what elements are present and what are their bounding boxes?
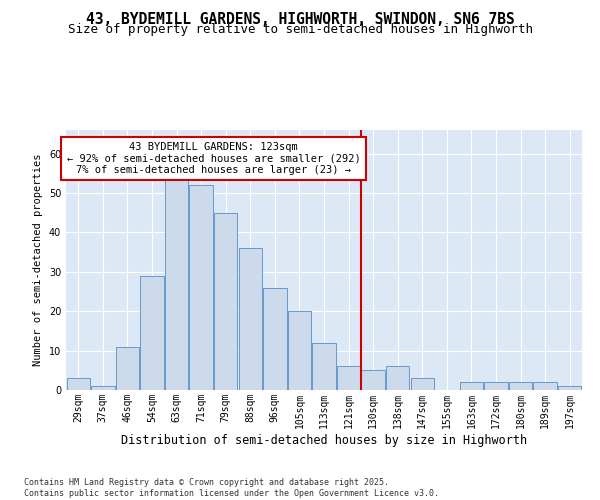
- Bar: [509, 382, 532, 390]
- Bar: [386, 366, 409, 390]
- Bar: [533, 382, 557, 390]
- Bar: [484, 382, 508, 390]
- X-axis label: Distribution of semi-detached houses by size in Highworth: Distribution of semi-detached houses by …: [121, 434, 527, 446]
- Text: 43 BYDEMILL GARDENS: 123sqm
← 92% of semi-detached houses are smaller (292)
7% o: 43 BYDEMILL GARDENS: 123sqm ← 92% of sem…: [67, 142, 361, 175]
- Bar: [558, 386, 581, 390]
- Bar: [460, 382, 483, 390]
- Bar: [239, 248, 262, 390]
- Bar: [288, 311, 311, 390]
- Bar: [91, 386, 115, 390]
- Bar: [165, 174, 188, 390]
- Bar: [67, 378, 90, 390]
- Bar: [263, 288, 287, 390]
- Bar: [361, 370, 385, 390]
- Bar: [337, 366, 360, 390]
- Bar: [140, 276, 164, 390]
- Bar: [214, 212, 238, 390]
- Y-axis label: Number of semi-detached properties: Number of semi-detached properties: [33, 154, 43, 366]
- Text: Size of property relative to semi-detached houses in Highworth: Size of property relative to semi-detach…: [67, 22, 533, 36]
- Text: Contains HM Land Registry data © Crown copyright and database right 2025.
Contai: Contains HM Land Registry data © Crown c…: [24, 478, 439, 498]
- Bar: [116, 346, 139, 390]
- Text: 43, BYDEMILL GARDENS, HIGHWORTH, SWINDON, SN6 7BS: 43, BYDEMILL GARDENS, HIGHWORTH, SWINDON…: [86, 12, 514, 28]
- Bar: [410, 378, 434, 390]
- Bar: [313, 342, 335, 390]
- Bar: [190, 185, 213, 390]
